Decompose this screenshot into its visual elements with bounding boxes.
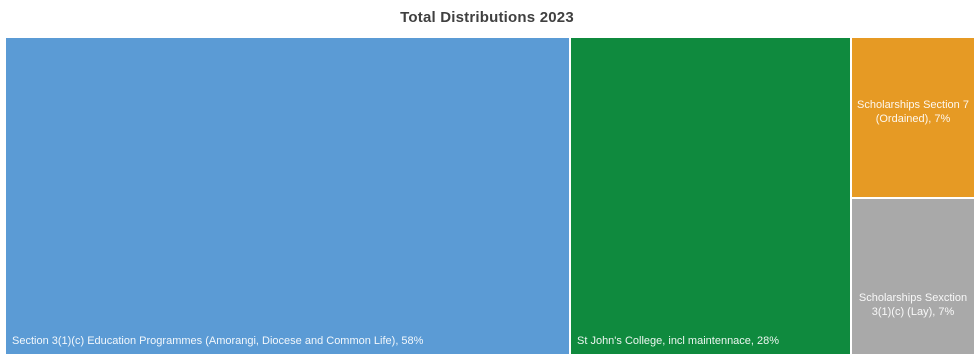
tile-scholarships-ordained: Scholarships Section 7 (Ordained), 7% (852, 38, 974, 197)
tile-label-st-johns-college: St John's College, incl maintennace, 28% (577, 335, 780, 347)
tile-label-education-programmes: Section 3(1)(c) Education Programmes (Am… (12, 335, 424, 347)
tile-education-programmes: Section 3(1)(c) Education Programmes (Am… (6, 38, 569, 354)
tile-scholarships-lay: Scholarships Sexction 3(1)(c) (Lay), 7% (852, 199, 974, 354)
chart-title: Total Distributions 2023 (400, 9, 574, 26)
tile-st-johns-college: St John's College, incl maintennace, 28% (571, 38, 850, 354)
tile-label-scholarships-lay: Scholarships Sexction 3(1)(c) (Lay), 7% (858, 292, 968, 318)
treemap-plot: Section 3(1)(c) Education Programmes (Am… (6, 38, 974, 354)
tile-label-scholarships-ordained: Scholarships Section 7 (Ordained), 7% (857, 99, 969, 125)
